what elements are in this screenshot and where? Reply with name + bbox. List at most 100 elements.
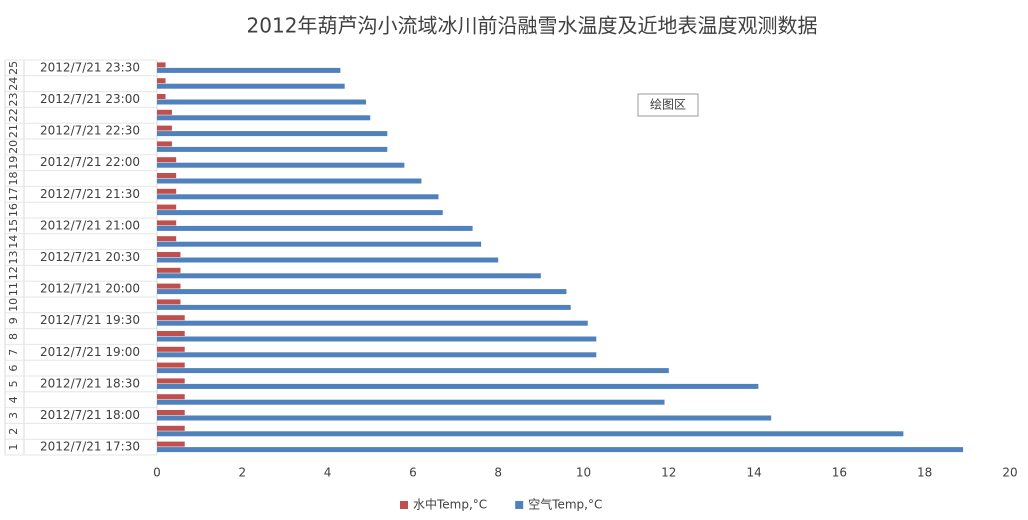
time-label: 2012/7/21 19:30 xyxy=(40,313,140,327)
bar xyxy=(157,236,177,242)
time-label: 2012/7/21 21:30 xyxy=(40,187,140,201)
bar xyxy=(157,289,567,295)
bar xyxy=(157,346,185,352)
time-label: 2012/7/21 17:30 xyxy=(40,440,140,454)
bar xyxy=(157,141,172,147)
bar xyxy=(157,131,388,137)
time-label: 2012/7/21 22:30 xyxy=(40,124,140,138)
category-label: 17 xyxy=(7,187,20,201)
category-label: 2 xyxy=(7,428,20,435)
category-label: 14 xyxy=(7,235,20,249)
category-label: 6 xyxy=(7,365,20,372)
bar xyxy=(157,378,185,384)
category-label: 8 xyxy=(7,333,20,340)
legend-label: 水中Temp,°C xyxy=(413,497,487,512)
legend-label: 空气Temp,°C xyxy=(528,497,602,512)
category-label: 13 xyxy=(7,251,20,265)
category-label: 1 xyxy=(7,444,20,451)
x-tick-label: 16 xyxy=(832,466,847,480)
x-tick-label: 2 xyxy=(238,466,246,480)
bar xyxy=(157,331,185,336)
chart-title: 2012年葫芦沟小流域冰川前沿融雪水温度及近地表温度观测数据 xyxy=(247,14,818,38)
category-label: 5 xyxy=(7,380,20,387)
bar xyxy=(157,299,181,305)
time-label: 2012/7/21 20:30 xyxy=(40,250,140,264)
bar xyxy=(157,320,588,326)
category-label: 12 xyxy=(7,266,20,280)
bar xyxy=(157,315,185,321)
bar xyxy=(157,394,185,400)
bar xyxy=(157,173,177,178)
bar xyxy=(157,257,499,263)
bar xyxy=(157,210,443,216)
bar xyxy=(157,267,181,273)
legend-swatch xyxy=(515,501,524,509)
bar xyxy=(157,162,405,168)
bar xyxy=(157,220,177,226)
x-tick-label: 20 xyxy=(1002,466,1017,480)
bar xyxy=(157,336,597,342)
category-label: 25 xyxy=(7,61,20,75)
bar xyxy=(157,146,388,152)
category-label: 19 xyxy=(7,156,20,170)
bar xyxy=(157,425,185,431)
x-tick-label: 18 xyxy=(917,466,932,480)
time-label: 2012/7/21 19:00 xyxy=(40,345,140,359)
category-label: 16 xyxy=(7,203,20,217)
bar xyxy=(157,441,185,447)
x-tick-label: 6 xyxy=(409,466,417,480)
x-tick-label: 0 xyxy=(153,466,161,480)
bar xyxy=(157,115,371,121)
annotation-box xyxy=(637,93,699,117)
bar xyxy=(157,94,166,99)
category-label: 11 xyxy=(7,282,20,296)
time-label: 2012/7/21 21:00 xyxy=(40,218,140,232)
bar xyxy=(157,83,345,89)
bar xyxy=(157,383,759,389)
bar xyxy=(157,415,772,421)
x-tick-label: 4 xyxy=(324,466,332,480)
category-label: 22 xyxy=(7,108,20,122)
bar xyxy=(157,273,541,279)
x-tick-label: 14 xyxy=(746,466,761,480)
time-label: 2012/7/21 20:00 xyxy=(40,282,140,296)
bar xyxy=(157,283,181,289)
bar xyxy=(157,431,904,437)
bar xyxy=(157,225,473,231)
category-label: 3 xyxy=(7,412,20,419)
bar xyxy=(157,62,166,68)
bar xyxy=(157,368,669,374)
time-label: 2012/7/21 22:00 xyxy=(40,155,140,169)
x-tick-label: 8 xyxy=(494,466,502,480)
category-label: 24 xyxy=(7,77,20,91)
category-label: 10 xyxy=(7,298,20,312)
bar xyxy=(157,78,166,84)
time-label: 2012/7/21 23:00 xyxy=(40,92,140,106)
category-label: 4 xyxy=(7,396,20,403)
annotation: 绘图区 xyxy=(650,97,686,112)
bar xyxy=(157,362,185,368)
bar xyxy=(157,447,964,453)
category-label: 20 xyxy=(7,140,20,154)
category-label: 23 xyxy=(7,93,20,107)
bar xyxy=(157,204,177,210)
category-label: 7 xyxy=(7,349,20,356)
category-label: 18 xyxy=(7,172,20,186)
bar xyxy=(157,304,571,310)
bar xyxy=(157,241,482,247)
legend-swatch xyxy=(400,501,408,509)
time-label: 2012/7/21 18:30 xyxy=(40,376,140,390)
bar xyxy=(157,125,172,131)
bar xyxy=(157,410,185,415)
time-label: 2012/7/21 23:30 xyxy=(40,60,140,74)
bar xyxy=(157,194,439,200)
bar xyxy=(157,352,597,358)
x-tick-label: 12 xyxy=(661,466,676,480)
bar xyxy=(157,109,172,115)
time-label: 2012/7/21 18:00 xyxy=(40,408,140,422)
bar xyxy=(157,157,177,163)
bar xyxy=(157,252,181,257)
bar xyxy=(157,188,177,194)
